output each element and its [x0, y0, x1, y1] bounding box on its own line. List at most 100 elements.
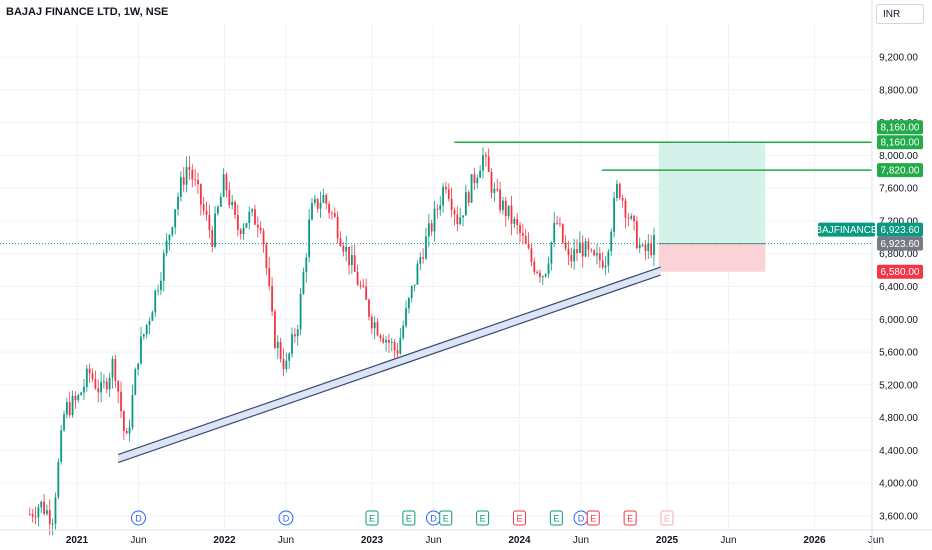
candle-body	[83, 386, 85, 393]
candle-body	[647, 243, 650, 252]
candle-body	[179, 177, 182, 197]
candle-body	[447, 189, 450, 199]
candle-body	[413, 284, 416, 286]
candle-body	[182, 177, 185, 185]
candle-body	[256, 224, 259, 228]
candle-body	[305, 257, 308, 273]
y-tick-label: 8,800.00	[879, 85, 918, 96]
candle-body	[356, 271, 359, 285]
candle-body	[587, 241, 590, 250]
candle-body	[544, 274, 547, 277]
candle-body	[507, 205, 510, 217]
candle-body	[499, 189, 501, 211]
event-letter: E	[406, 514, 412, 524]
candle-body	[650, 243, 653, 256]
candle-body	[77, 394, 80, 401]
x-tick-label: 2022	[213, 535, 236, 546]
candle-body	[54, 497, 57, 524]
candle-body	[456, 214, 459, 225]
candle-body	[368, 299, 370, 317]
candle-body	[635, 221, 638, 249]
candle-body	[34, 516, 37, 518]
candle-body	[365, 286, 368, 300]
candle-body	[236, 215, 239, 230]
candle-body	[630, 215, 633, 219]
candle-body	[601, 260, 604, 268]
candle-body	[513, 219, 516, 224]
candle-body	[140, 336, 142, 364]
candle-body	[584, 241, 587, 257]
candle-body	[487, 156, 490, 173]
candle-body	[416, 263, 419, 285]
earnings-marker	[660, 510, 674, 526]
earnings-marker	[513, 510, 526, 526]
candle-body	[539, 272, 541, 278]
candle-body	[453, 210, 456, 215]
candle-body	[553, 222, 556, 243]
candle-body	[296, 329, 299, 337]
candle-body	[276, 341, 279, 348]
event-letter: D	[578, 514, 585, 524]
candle-body	[242, 227, 245, 235]
candle-body	[43, 501, 45, 514]
candle-body	[467, 192, 470, 203]
dividend-marker	[130, 510, 146, 526]
candle-body	[641, 244, 644, 246]
x-tick-label: 2024	[508, 535, 531, 546]
candle-body	[262, 230, 265, 245]
candle-body	[422, 257, 425, 259]
candle-body	[48, 510, 51, 525]
candle-body	[402, 325, 405, 338]
candle-body	[353, 255, 356, 272]
candle-body	[57, 461, 60, 498]
candle-body	[60, 430, 63, 462]
y-tick-label: 4,000.00	[879, 479, 918, 490]
candle-body	[239, 229, 242, 235]
candle-body	[274, 311, 276, 348]
candle-body	[177, 196, 179, 210]
earnings-marker	[623, 510, 637, 526]
candle-body	[593, 250, 596, 256]
candle-body	[348, 246, 350, 266]
candle-body	[171, 227, 174, 235]
price-tag-label: 6,923.60	[881, 239, 920, 250]
candle-body	[279, 341, 282, 360]
candle-body	[165, 240, 168, 254]
candle-body	[633, 215, 635, 222]
candle-body	[482, 155, 484, 171]
candle-body	[299, 293, 302, 330]
candle-body	[103, 381, 105, 383]
candle-body	[231, 201, 234, 205]
candle-body	[479, 170, 482, 178]
candle-body	[228, 190, 231, 205]
y-tick-label: 7,600.00	[879, 184, 918, 195]
candle-body	[653, 235, 655, 256]
currency-selector[interactable]: INR	[876, 4, 924, 24]
candle-body	[211, 230, 214, 247]
candle-body	[268, 267, 271, 287]
candle-body	[285, 360, 288, 370]
candle-body	[85, 368, 88, 387]
candle-body	[613, 197, 615, 232]
candle-body	[567, 248, 570, 256]
candle-body	[63, 414, 65, 431]
candle-body	[202, 204, 205, 211]
earnings-marker	[402, 510, 416, 526]
candle-body	[197, 179, 199, 185]
candle-body	[74, 396, 77, 401]
candle-body	[311, 203, 313, 220]
y-tick-label: 9,200.00	[879, 53, 918, 64]
candle-body	[527, 243, 530, 249]
candle-body	[100, 382, 102, 393]
y-tick-label: 6,400.00	[879, 282, 918, 293]
candle-body	[550, 242, 553, 264]
candle-body	[37, 507, 40, 518]
candle-body	[345, 246, 348, 252]
candle-body	[521, 233, 524, 236]
candle-body	[225, 174, 228, 191]
candle-body	[94, 379, 97, 389]
candle-body	[556, 222, 558, 224]
candle-body	[142, 334, 145, 337]
